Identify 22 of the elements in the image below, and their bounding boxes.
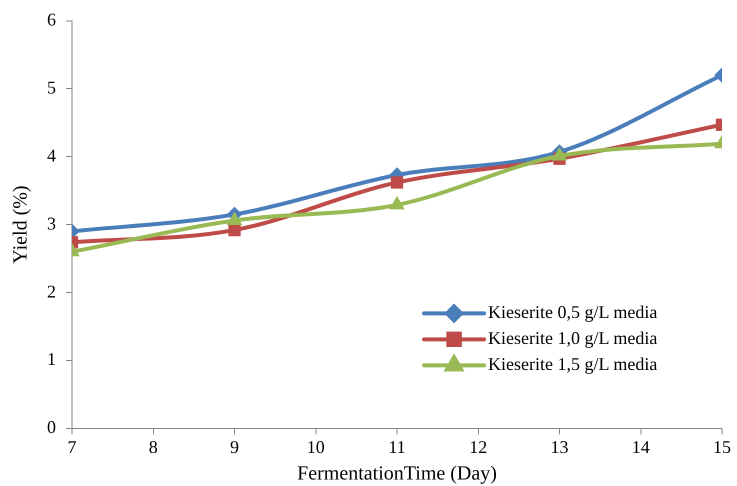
y-tick-label: 6	[47, 10, 56, 30]
x-tick-label: 13	[550, 436, 568, 457]
x-tick-label: 9	[230, 436, 239, 457]
y-tick-label: 5	[47, 77, 56, 98]
y-tick-label: 2	[47, 281, 56, 302]
x-tick-label: 14	[632, 436, 650, 457]
y-axis-title: Yield (%)	[9, 185, 32, 264]
y-tick-label: 4	[47, 145, 56, 166]
point	[390, 176, 404, 189]
x-axis-title: FermentationTime (Day)	[297, 462, 497, 484]
legend-label: Kieserite 1,0 g/L media	[488, 328, 658, 348]
y-tick-label: 3	[47, 213, 56, 234]
legend-label: Kieserite 1,5 g/L media	[488, 354, 658, 374]
x-tick-label: 10	[306, 436, 325, 457]
y-tick-label: 0	[47, 417, 56, 438]
x-tick-label: 8	[148, 436, 158, 457]
legend-label: Kieserite 0,5 g/L media	[488, 302, 658, 322]
y-tick-label: 1	[47, 349, 56, 370]
x-tick-label: 12	[469, 436, 488, 457]
x-tick-label: 11	[388, 436, 406, 457]
x-tick-label: 7	[68, 436, 76, 457]
x-tick-label: 15	[713, 436, 731, 457]
